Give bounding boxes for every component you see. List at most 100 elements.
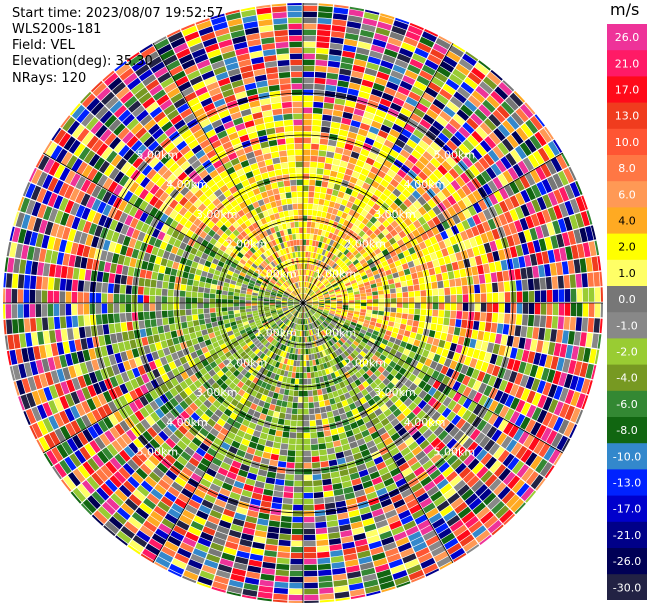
range-gate	[349, 265, 356, 272]
range-gate	[492, 303, 499, 313]
range-gate	[270, 398, 278, 405]
range-gate	[310, 335, 314, 342]
range-gate	[286, 340, 291, 347]
range-gate	[222, 290, 228, 296]
range-gate	[303, 348, 306, 355]
range-gate	[303, 155, 311, 162]
range-gate	[217, 563, 233, 573]
range-gate	[310, 329, 314, 336]
range-gate	[458, 433, 469, 446]
range-gate	[435, 363, 444, 373]
range-gate	[157, 325, 165, 334]
range-gate	[529, 135, 542, 150]
range-gate	[433, 474, 445, 485]
range-gate	[339, 469, 349, 477]
range-gate	[239, 293, 246, 297]
range-gate	[377, 347, 384, 354]
range-gate	[363, 111, 375, 120]
range-gate	[432, 295, 439, 303]
range-gate	[306, 366, 311, 373]
range-gate	[420, 557, 436, 569]
range-gate	[575, 196, 586, 212]
range-gate	[446, 515, 461, 527]
range-gate	[348, 345, 355, 352]
range-gate	[293, 498, 303, 505]
range-gate	[347, 312, 354, 317]
range-gate	[288, 328, 292, 334]
range-gate	[413, 541, 428, 553]
range-gate	[303, 125, 312, 132]
range-gate	[323, 102, 334, 110]
range-gate	[341, 335, 348, 342]
range-gate	[312, 468, 321, 475]
range-gate	[426, 229, 435, 238]
range-gate	[390, 211, 399, 220]
range-gate	[308, 330, 312, 336]
range-gate	[374, 248, 382, 255]
range-gate	[326, 354, 332, 361]
range-gate	[119, 294, 126, 303]
range-gate	[83, 292, 90, 303]
range-gate	[392, 472, 404, 483]
range-gate	[377, 184, 386, 193]
range-gate	[311, 450, 319, 457]
range-gate	[400, 384, 409, 394]
range-gate	[317, 254, 322, 260]
range-gate	[164, 513, 178, 525]
range-gate	[484, 118, 497, 131]
range-gate	[346, 137, 356, 145]
range-gate	[280, 357, 286, 364]
range-gate	[338, 166, 347, 174]
range-gate	[228, 529, 242, 539]
range-gate	[281, 400, 288, 408]
range-gate	[332, 208, 339, 216]
range-gate	[533, 278, 540, 290]
range-gate	[294, 468, 303, 475]
range-gate	[328, 313, 335, 317]
range-gate	[381, 536, 395, 546]
range-gate	[303, 53, 315, 60]
range-gate	[530, 339, 538, 352]
range-gate	[382, 369, 390, 378]
range-gate	[234, 292, 240, 297]
range-gate	[372, 236, 380, 244]
range-gate	[170, 330, 178, 338]
range-gate	[352, 427, 361, 435]
range-gate	[343, 44, 357, 53]
range-gate	[526, 266, 533, 279]
range-gate	[564, 405, 575, 421]
range-gate	[308, 336, 312, 342]
range-gate	[261, 567, 275, 575]
range-gate	[342, 50, 356, 59]
range-gate	[305, 288, 308, 294]
range-gate	[355, 102, 367, 111]
range-gate	[524, 254, 532, 267]
range-gate	[284, 480, 294, 487]
range-gate	[336, 296, 343, 300]
range-gate	[520, 204, 530, 217]
range-gate	[188, 499, 201, 510]
range-gate	[233, 562, 248, 571]
range-gate	[313, 322, 317, 328]
range-gate	[303, 360, 307, 367]
range-gate	[415, 435, 426, 445]
range-gate	[89, 292, 96, 303]
range-gate	[42, 317, 49, 331]
range-gate	[312, 304, 319, 306]
range-gate	[345, 410, 354, 418]
range-gate	[449, 96, 463, 109]
range-gate	[431, 517, 446, 529]
range-gate	[441, 348, 449, 358]
range-gate	[303, 312, 305, 319]
range-gate	[399, 47, 414, 58]
range-gate	[372, 394, 381, 403]
range-gate	[373, 140, 383, 150]
range-gate	[521, 467, 534, 482]
range-gate	[389, 336, 396, 343]
range-gate	[303, 17, 317, 24]
range-gate	[303, 77, 314, 84]
range-gate	[422, 349, 430, 358]
range-gate	[340, 474, 351, 483]
range-gate	[478, 350, 486, 361]
range-gate	[221, 294, 228, 299]
